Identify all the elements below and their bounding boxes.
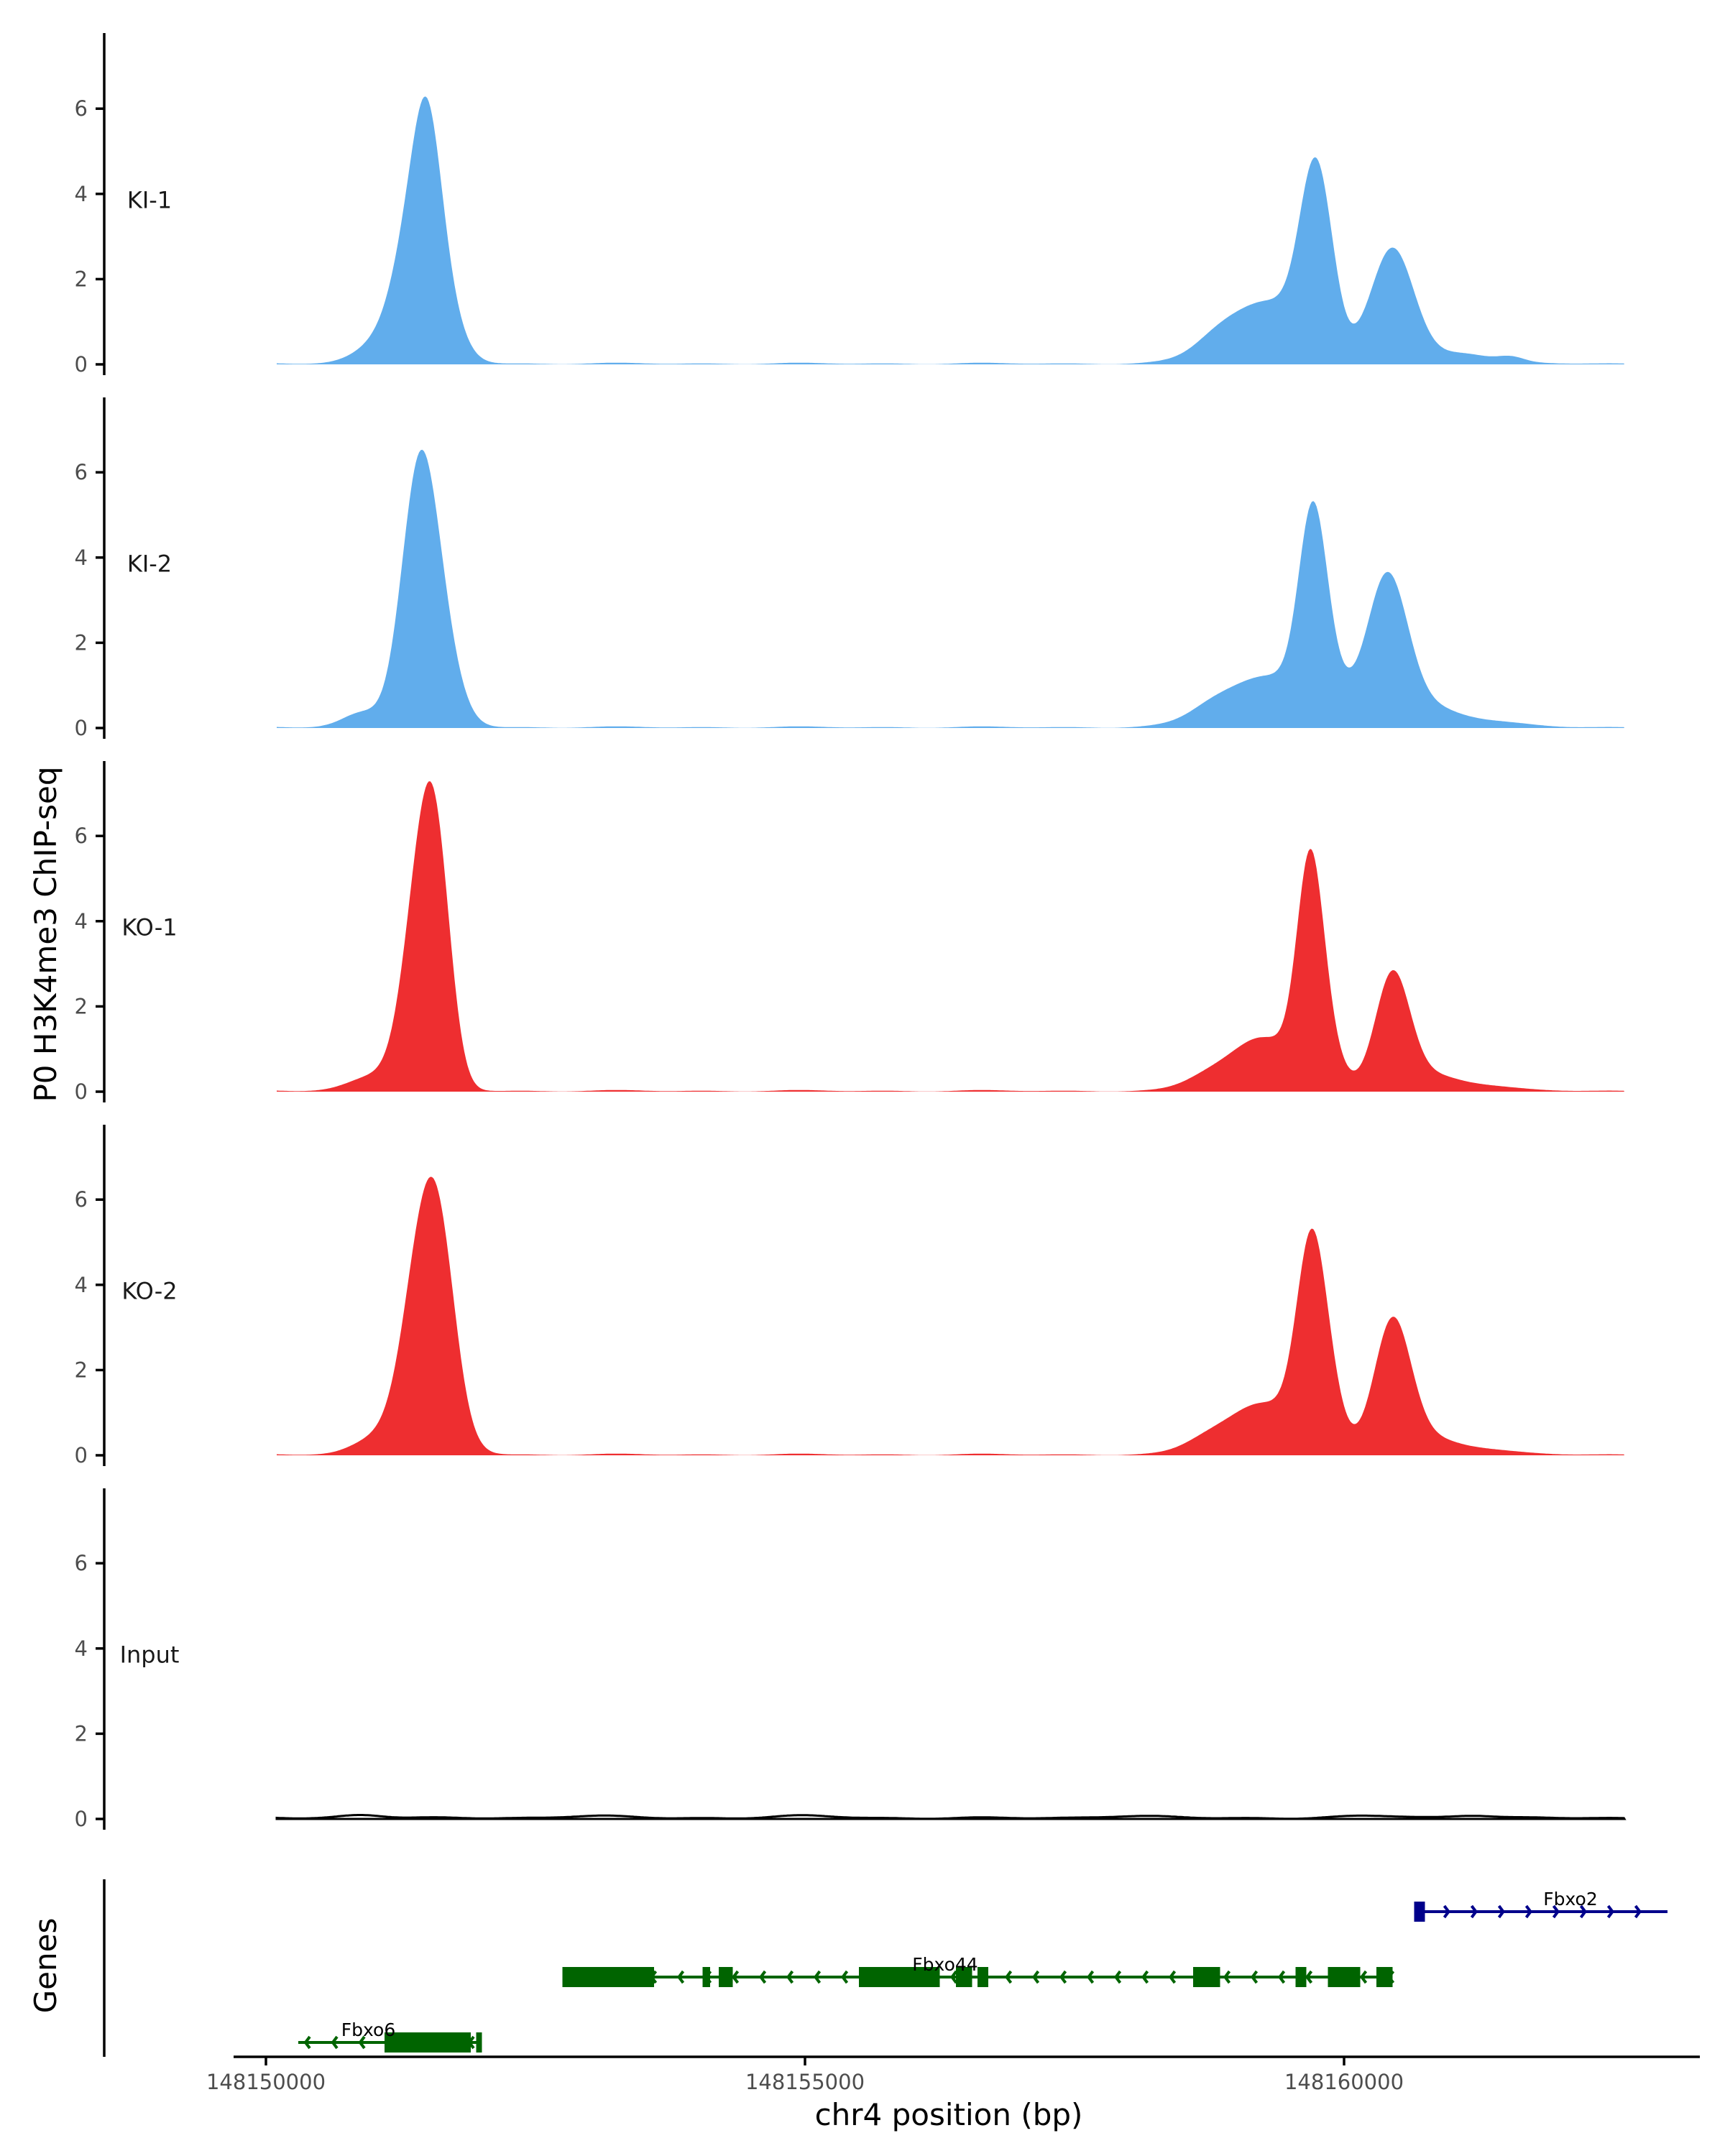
genes-axis-title: Genes [28, 1918, 63, 2014]
strand-arrow [1524, 1904, 1532, 1919]
gene-fbxo44: Fbxo44 [562, 1954, 1395, 1987]
track-label: KO-1 [121, 914, 177, 941]
y-tick-label: 2 [75, 1358, 88, 1382]
strand-arrow [1087, 1970, 1095, 1984]
signal-area [277, 449, 1624, 728]
gene-fbxo6: Fbxo6 [298, 2019, 482, 2053]
track-label: KI-2 [127, 550, 172, 578]
strand-arrow [1634, 1904, 1642, 1919]
x-tick-label: 148160000 [1284, 2070, 1404, 2094]
strand-arrow [1360, 1970, 1368, 1984]
y-tick-label: 4 [75, 909, 88, 934]
y-tick-label: 4 [75, 545, 88, 570]
strand-arrow [1032, 1970, 1040, 1984]
y-tick-label: 0 [75, 1079, 88, 1104]
strand-arrow [1223, 1970, 1231, 1984]
track-ko-2: 0 2 4 6 KO-2 [75, 1125, 1624, 1468]
gene-label: Fbxo6 [341, 2019, 395, 2040]
strand-arrow [1497, 1904, 1505, 1919]
track-ki-1: 0 2 4 6 KI-1 [75, 33, 1624, 377]
y-tick-label: 4 [75, 182, 88, 206]
strand-arrow [1169, 1970, 1177, 1984]
exon [1295, 1967, 1307, 1987]
strand-arrow [1305, 1970, 1313, 1984]
strand-arrow [1005, 1970, 1013, 1984]
strand-arrow [732, 1970, 740, 1984]
exon [978, 1967, 988, 1987]
y-tick-label: 6 [75, 1187, 88, 1212]
x-axis-title: chr4 position (bp) [815, 2097, 1083, 2132]
signal-area [277, 96, 1624, 364]
y-tick-label: 6 [75, 824, 88, 848]
y-tick-label: 4 [75, 1636, 88, 1661]
strand-arrow [1552, 1904, 1560, 1919]
exon [385, 2032, 471, 2053]
strand-arrow [1278, 1970, 1286, 1984]
exon [719, 1967, 733, 1987]
y-axis-title: P0 H3K4me3 ChIP-seq [28, 766, 63, 1102]
strand-arrow [1606, 1904, 1614, 1919]
signal-area [277, 1176, 1624, 1455]
y-tick-label: 0 [75, 1443, 88, 1468]
gene-label: Fbxo2 [1543, 1889, 1597, 1909]
strand-arrow [1251, 1970, 1259, 1984]
tracks-layer: 0 2 4 6 KI-1 0 2 4 6 KI-2 0 2 4 6 KO-1 0 2 4 6 KO-2 0 2 4 6 Inpu… [75, 33, 1627, 1831]
strand-arrow [677, 1970, 685, 1984]
exon [562, 1967, 654, 1987]
exon [1376, 1967, 1393, 1987]
strand-arrow [841, 1970, 849, 1984]
strand-arrow [1470, 1904, 1478, 1919]
signal-area [277, 781, 1624, 1092]
gene-label: Fbxo44 [912, 1954, 978, 1975]
strand-arrow [1579, 1904, 1587, 1919]
track-ko-1: 0 2 4 6 KO-1 [75, 761, 1624, 1104]
exon [1328, 1967, 1361, 1987]
track-label: Input [120, 1641, 180, 1669]
y-tick-label: 6 [75, 1551, 88, 1575]
exon [859, 1967, 940, 1987]
y-tick-label: 2 [75, 1721, 88, 1746]
track-ki-2: 0 2 4 6 KI-2 [75, 397, 1624, 740]
strand-arrow [331, 2035, 339, 2050]
track-label: KO-2 [121, 1278, 177, 1305]
strand-arrow [358, 2035, 366, 2050]
strand-arrow [1059, 1970, 1067, 1984]
y-tick-label: 2 [75, 630, 88, 655]
strand-arrow [786, 1970, 794, 1984]
exon [476, 2032, 482, 2053]
y-tick-label: 0 [75, 716, 88, 740]
track-input: 0 2 4 6 Input [75, 1488, 1627, 1831]
signal-line [275, 1814, 1627, 1820]
strand-arrow [1141, 1970, 1149, 1984]
y-tick-label: 6 [75, 96, 88, 121]
y-tick-label: 0 [75, 1807, 88, 1831]
y-tick-label: 2 [75, 267, 88, 291]
y-tick-label: 4 [75, 1273, 88, 1297]
exon [1193, 1967, 1220, 1987]
exon [956, 1967, 972, 1987]
strand-arrow [950, 1970, 958, 1984]
gene-fbxo2: Fbxo2 [1414, 1889, 1668, 1922]
y-tick-label: 0 [75, 352, 88, 377]
strand-arrow [1443, 1904, 1450, 1919]
y-tick-label: 6 [75, 460, 88, 484]
strand-arrow [759, 1970, 767, 1984]
x-tick-label: 148150000 [206, 2070, 326, 2094]
exon [1414, 1902, 1425, 1922]
y-tick-label: 2 [75, 994, 88, 1018]
x-tick-label: 148155000 [745, 2070, 865, 2094]
exon [702, 1967, 710, 1987]
x-axis: 148150000 148155000 148160000 [206, 2055, 1700, 2094]
strand-arrow [814, 1970, 822, 1984]
strand-arrow [303, 2035, 311, 2050]
genes-layer: Fbxo2 Fbxo44 Fbxo6 [103, 1879, 1668, 2057]
track-label: KI-1 [127, 187, 172, 214]
strand-arrow [1114, 1970, 1122, 1984]
